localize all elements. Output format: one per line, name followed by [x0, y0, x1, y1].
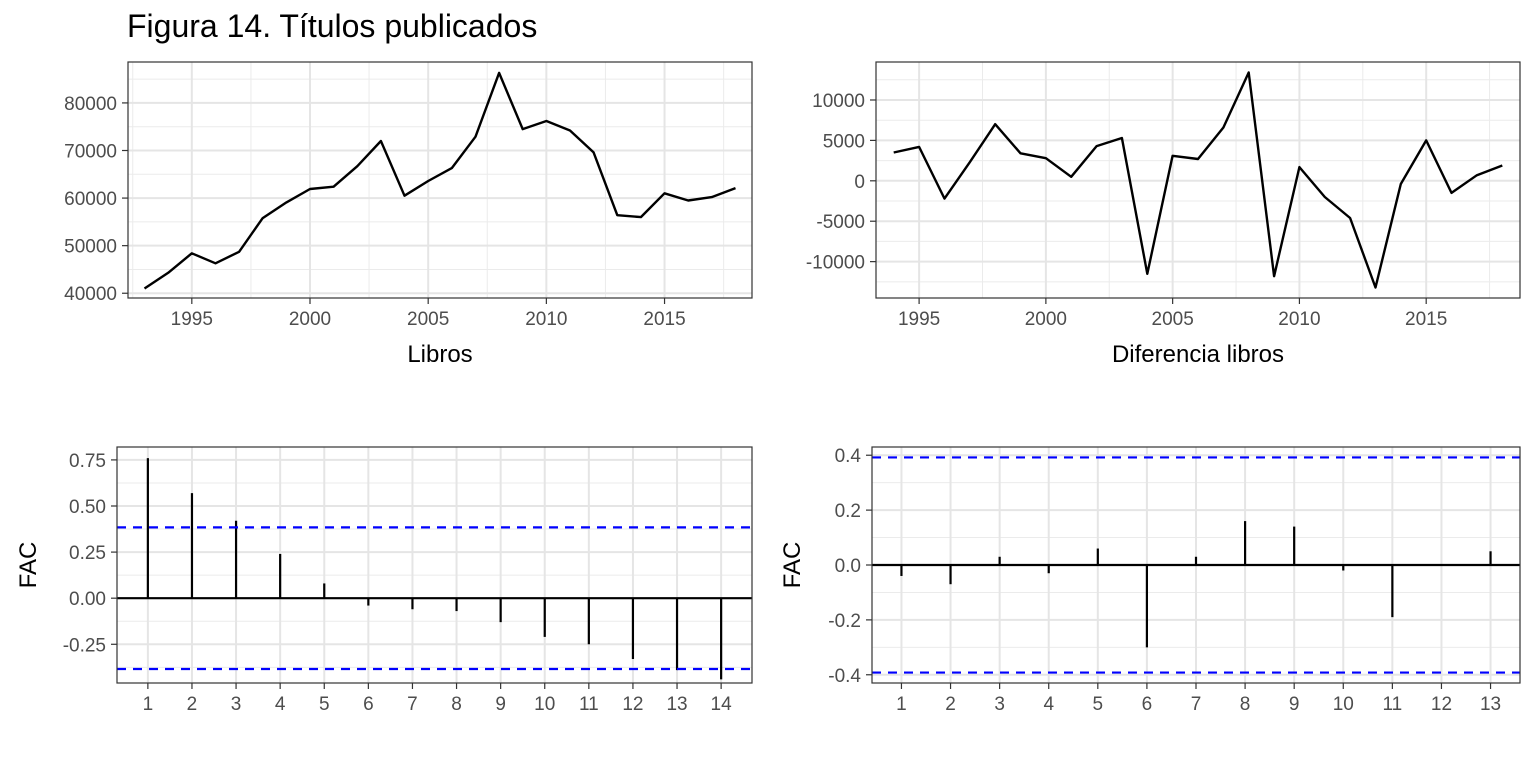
- x-tick-label: 8: [451, 694, 462, 715]
- y-tick-label: 0: [854, 172, 865, 193]
- y-tick-label: -0.4: [828, 666, 861, 687]
- x-tick-label: 4: [275, 694, 286, 715]
- y-tick-label: 70000: [64, 142, 117, 163]
- y-tick-label: 60000: [64, 189, 117, 210]
- x-tick-label: 9: [1289, 694, 1300, 715]
- panel-border: [127, 61, 753, 299]
- x-tick-label: 13: [666, 694, 687, 715]
- y-tick-label: -0.2: [828, 611, 861, 632]
- y-tick-label: 0.00: [69, 589, 106, 610]
- x-tick-label: 2005: [407, 309, 449, 330]
- y-tick-label: 10000: [812, 91, 865, 112]
- x-tick-label: 10: [534, 694, 555, 715]
- x-tick-label: 8: [1240, 694, 1251, 715]
- x-tick-label: 11: [579, 694, 599, 715]
- panel-diferencia: 1995 2000 2005 2010 2015 -10000 -5000 0 5000 1000…: [806, 61, 1521, 368]
- y-tick-label: 0.2: [835, 501, 861, 522]
- x-tick-label: 2005: [1152, 309, 1194, 330]
- y-tick-label: -0.25: [63, 635, 106, 656]
- x-tick-label: 2015: [1405, 309, 1447, 330]
- x-axis-title: Libros: [407, 341, 472, 368]
- panel-libros: 1995 2000 2005 2010 2015 40000 50000 60000 70000…: [64, 61, 753, 368]
- x-tick-label: 5: [319, 694, 330, 715]
- x-tick-label: 2000: [289, 309, 331, 330]
- y-tick-label: -10000: [806, 253, 865, 274]
- y-tick-label: 40000: [64, 284, 117, 305]
- x-tick-label: 2: [187, 694, 198, 715]
- x-tick-label: 9: [495, 694, 506, 715]
- x-tick-label: 1: [143, 694, 154, 715]
- series-line: [893, 71, 1503, 289]
- x-tick-label: 2010: [1278, 309, 1320, 330]
- x-axis-title: Diferencia libros: [1112, 341, 1284, 368]
- x-tick-label: 12: [1431, 694, 1452, 715]
- plot-background: [117, 447, 752, 683]
- x-tick-label: 2015: [643, 309, 685, 330]
- x-tick-label: 1995: [171, 309, 213, 330]
- x-tick-label: 7: [407, 694, 418, 715]
- panel-border: [875, 61, 1521, 299]
- panel-fac-libros: 1 2 3 4 5 6 7 8 9 10 11 12 13 14-0.250.000.250.500.75…: [15, 446, 753, 715]
- y-tick-label: 50000: [64, 237, 117, 258]
- x-tick-label: 6: [363, 694, 374, 715]
- x-tick-label: 3: [231, 694, 242, 715]
- y-tick-label: 0.4: [835, 446, 862, 467]
- x-tick-label: 5: [1093, 694, 1104, 715]
- figure-title: Figura 14. Títulos publicados: [127, 8, 538, 44]
- x-tick-label: 10: [1333, 694, 1354, 715]
- x-tick-label: 3: [994, 694, 1005, 715]
- x-tick-label: 6: [1142, 694, 1153, 715]
- y-tick-label: 0.25: [69, 543, 106, 564]
- x-tick-label: 2010: [525, 309, 567, 330]
- x-tick-label: 2000: [1025, 309, 1067, 330]
- y-axis-title: FAC: [779, 542, 806, 589]
- plot-background: [128, 62, 752, 298]
- x-tick-label: 1995: [898, 309, 940, 330]
- y-tick-label: 0.0: [835, 556, 861, 577]
- x-tick-label: 1: [896, 694, 907, 715]
- y-tick-label: -5000: [816, 212, 865, 233]
- y-tick-label: 80000: [64, 94, 117, 115]
- y-tick-label: 0.50: [69, 497, 106, 518]
- panel-border: [116, 446, 753, 684]
- y-axis-title: FAC: [15, 542, 42, 589]
- x-tick-label: 13: [1480, 694, 1501, 715]
- y-tick-label: 5000: [823, 131, 865, 152]
- x-tick-label: 4: [1043, 694, 1054, 715]
- x-tick-label: 14: [711, 694, 733, 715]
- y-tick-label: 0.75: [69, 451, 106, 472]
- x-tick-label: 2: [945, 694, 956, 715]
- series-line: [143, 71, 736, 290]
- x-tick-label: 7: [1191, 694, 1202, 715]
- x-tick-label: 11: [1382, 694, 1402, 715]
- x-tick-label: 12: [622, 694, 643, 715]
